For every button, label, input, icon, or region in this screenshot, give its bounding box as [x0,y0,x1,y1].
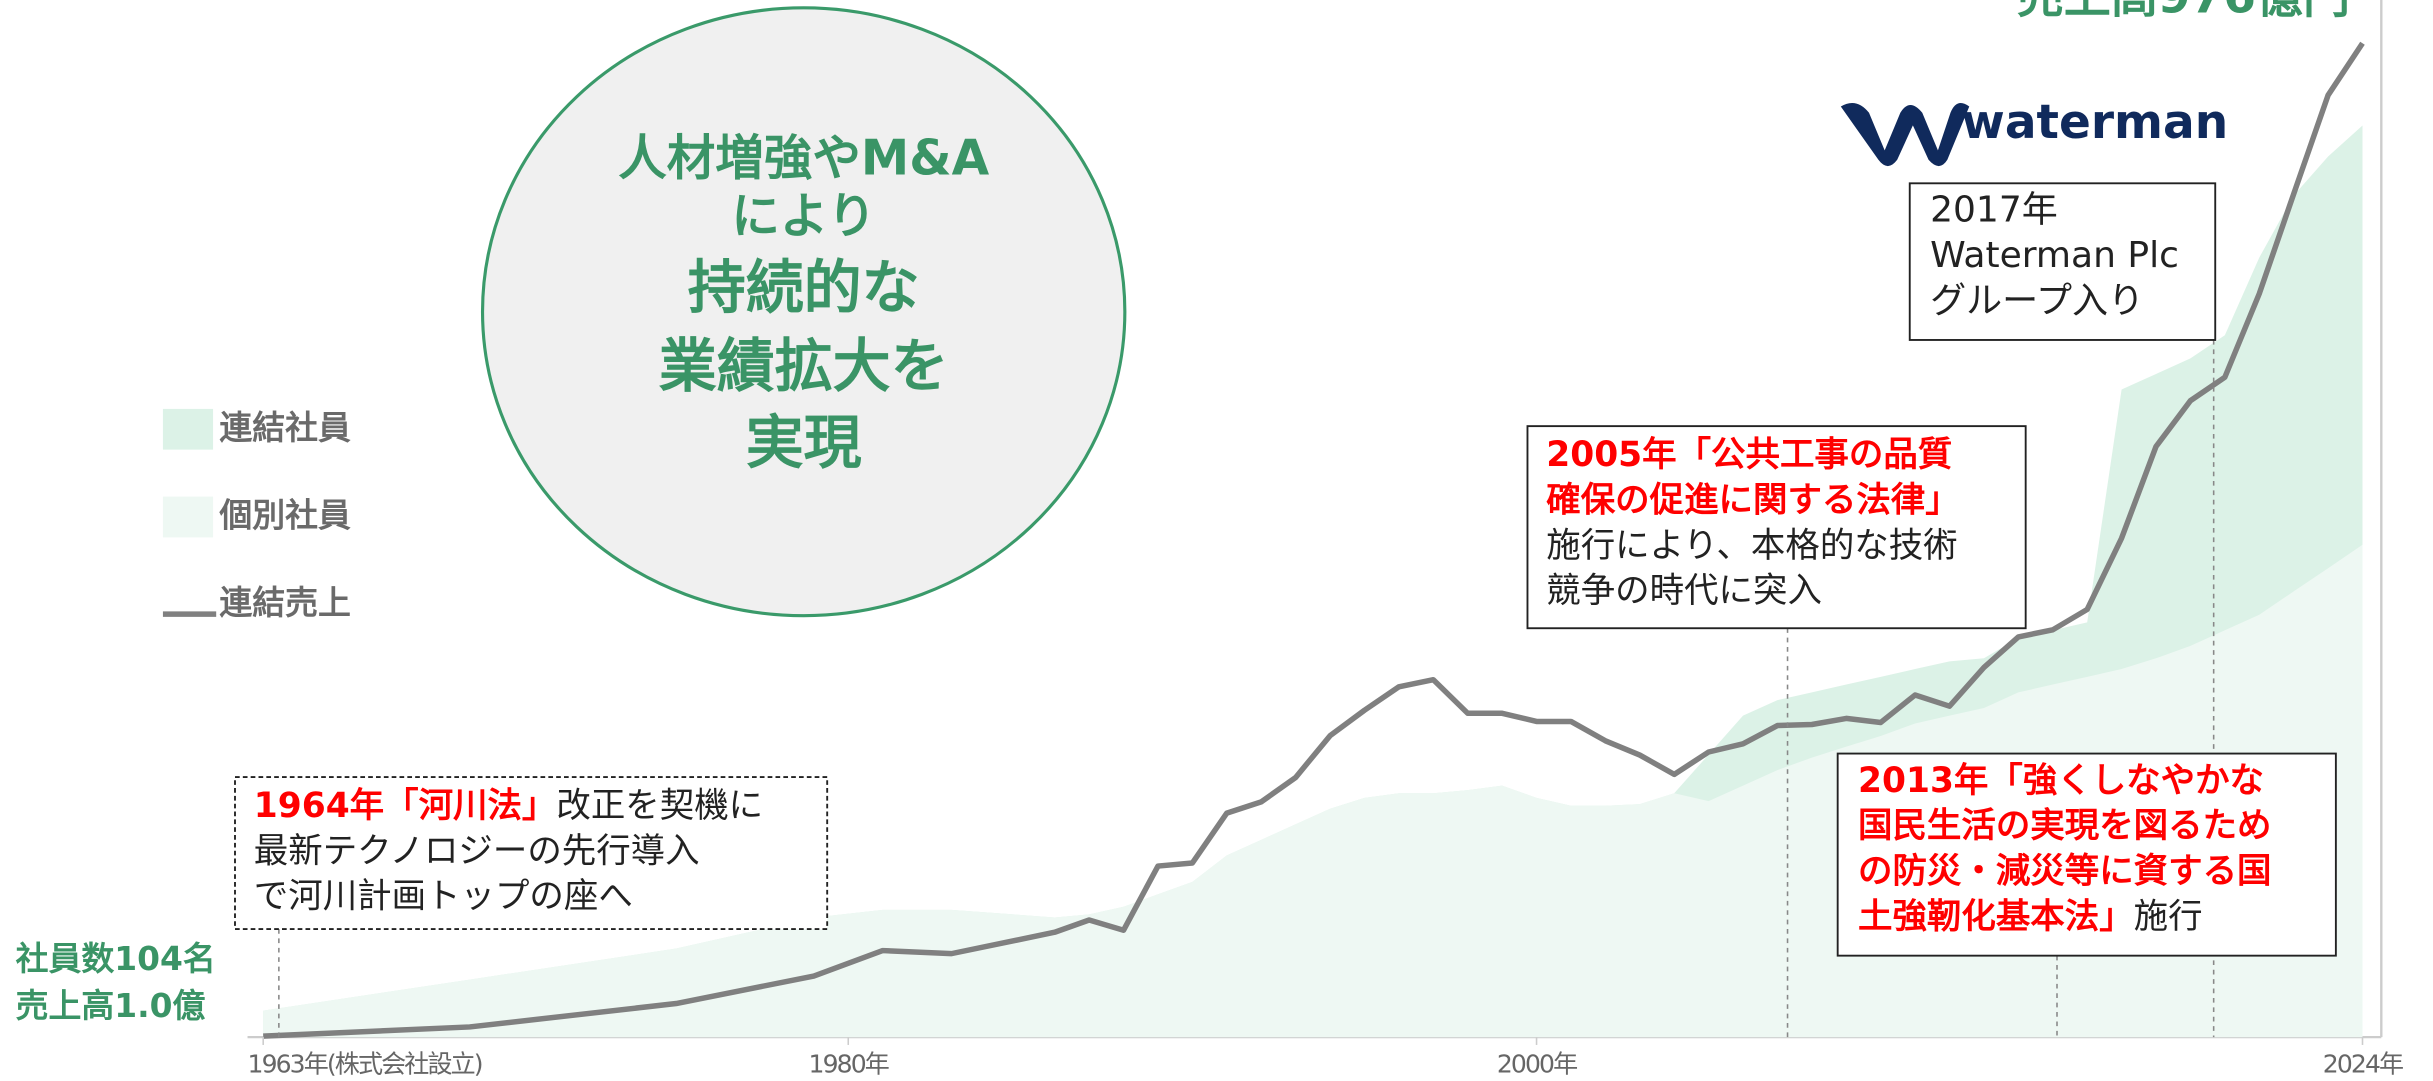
callout-line: 実現 [746,409,862,477]
annotation-box [234,776,829,930]
annotation-line: Waterman Plc [1930,235,2179,276]
annotation-line: 2013年「強くしなやかな [1858,760,2264,800]
annotation-text: 施行 [2134,897,2203,937]
annotation-text: グループ入り [1930,280,2144,321]
annotation-line: 競争の時代に突入 [1546,571,1822,611]
annotation-text: の防災・減災等に資する国 [1858,851,2271,891]
start-label: 売上高1.0億 [16,986,206,1025]
annotation-line: 1964年「河川法」改正を契機に [254,785,763,825]
annotation-text: 最新テクノロジーの先行導入 [254,831,700,871]
annotation-text: で河川計画トップの座へ [254,876,633,916]
annotation-line: 確保の促進に関する法律」 [1546,480,1959,520]
annotation-text: 競争の時代に突入 [1546,571,1822,611]
annotation-text: 1964年「河川法」 [254,785,557,825]
callout-line: 人材増強やM&A [618,130,989,186]
annotation-line: 最新テクノロジーの先行導入 [254,831,700,871]
legend-label: 連結社員 [219,408,351,447]
legend-swatch [162,496,214,538]
annotation-text: 国民生活の実現を図るため [1858,806,2271,846]
annotation-line: で河川計画トップの座へ [254,876,633,916]
annotation-text: 確保の促進に関する法律」 [1546,480,1959,520]
legend-label: 連結売上 [219,583,351,622]
leader-lines [278,339,2215,1038]
annotation-line: 2005年「公共工事の品質 [1546,434,1952,474]
annotation-text: Waterman Plc [1930,235,2179,276]
logo-text: waterman [1961,95,2228,150]
legend-swatch [162,408,214,450]
annotation-text: 施行により、本格的な技術 [1546,525,1957,565]
annotation-text: 2005年「公共工事の品質 [1546,434,1952,474]
annotation-line: 施行により、本格的な技術 [1546,525,1957,565]
x-tick-label: 2000年 [1497,1049,1577,1078]
logo: waterman [1840,95,2228,167]
callout-line: により [731,188,876,244]
line [263,41,2365,1039]
x-tick-label: 1980年 [809,1049,889,1078]
annotation-line: グループ入り [1930,280,2144,321]
annotation-text: 2013年「強くしなやかな [1858,760,2264,800]
annotation-text: 2017年 [1930,190,2058,231]
logo-mark [1840,103,1970,167]
x-tick-label: 1963年(株式会社設立) [248,1049,482,1078]
callout-circle [480,6,1127,618]
annotation-line: 土強靭化基本法」施行 [1858,897,2203,937]
legend-label: 個別社員 [218,496,351,535]
x-tick-label: 2024年 [2323,1049,2403,1078]
callout-line: 業績拡大を [659,332,949,400]
start-label: 社員数104名 [16,939,216,978]
annotation-text: 改正を契機に [556,785,763,825]
annotation-line: 国民生活の実現を図るため [1858,806,2271,846]
annotation-box [1526,425,2027,630]
annotation-box [1908,182,2217,341]
annotation-text: 土強靭化基本法」 [1858,897,2134,937]
end-label: 売上高976億円 [2017,0,2350,25]
annotation-line: の防災・減災等に資する国 [1858,851,2271,891]
callout-line: 持続的な [688,254,920,322]
annotation-line: 2017年 [1930,190,2058,231]
annotation-box [1836,752,2337,957]
